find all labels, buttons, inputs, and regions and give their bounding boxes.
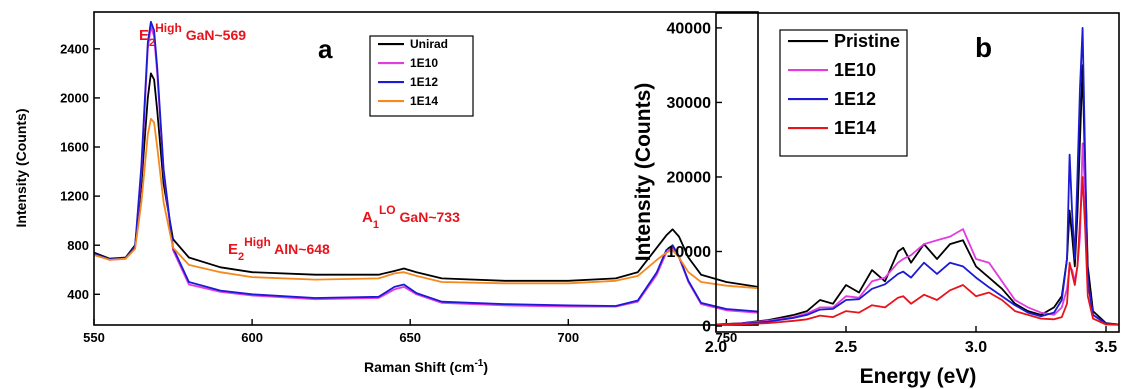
series-line-unirad bbox=[93, 72, 759, 288]
x-tick-label: 3.5 bbox=[1095, 339, 1117, 356]
annotation-rest: GaN~733 bbox=[396, 209, 460, 225]
y-tick-label: 0 bbox=[702, 319, 711, 336]
raman-x-ticks: 550 600 650 700 750 bbox=[83, 319, 737, 345]
series-line-1e12 bbox=[715, 27, 1120, 326]
annotation-rest: GaN~569 bbox=[182, 27, 246, 43]
pl-y-ticks: 0 10000 20000 30000 40000 bbox=[667, 21, 722, 336]
legend-label: 1E12 bbox=[410, 75, 438, 89]
pl-x-ticks: 2.0 2.5 3.0 3.5 bbox=[705, 326, 1117, 356]
legend-label: 1E14 bbox=[410, 94, 438, 108]
x-tick-label: 3.0 bbox=[965, 339, 987, 356]
raman-x-axis-title-main: Raman Shift (cm bbox=[364, 359, 474, 375]
y-tick-label: 400 bbox=[67, 287, 89, 302]
annotation-gan-569: E2High GaN~569 bbox=[139, 21, 246, 49]
x-tick-label: 600 bbox=[241, 330, 263, 345]
raman-y-ticks: 400 800 1200 1600 2000 2400 bbox=[60, 41, 100, 302]
raman-x-axis-title: Raman Shift (cm-1) bbox=[364, 358, 488, 375]
y-tick-label: 2000 bbox=[60, 90, 89, 105]
pl-legend-box bbox=[779, 29, 908, 157]
y-tick-label: 30000 bbox=[667, 95, 712, 112]
y-tick-label: 20000 bbox=[667, 170, 712, 187]
legend-label: 1E14 bbox=[834, 118, 876, 138]
series-line-1e14 bbox=[93, 117, 759, 290]
annotation-aln-648: E2High AlN~648 bbox=[228, 235, 330, 263]
legend-label: Pristine bbox=[834, 31, 900, 51]
annotation-sub: 2 bbox=[149, 37, 155, 49]
raman-panel-label: a bbox=[318, 34, 333, 64]
legend-label: 1E12 bbox=[834, 89, 876, 109]
pl-legend: Pristine 1E10 1E12 1E14 bbox=[779, 29, 908, 157]
annotation-rest: AlN~648 bbox=[271, 241, 330, 257]
pl-panel: 2.0 2.5 3.0 3.5 0 10000 20000 30000 40000 b Pri… bbox=[632, 12, 1120, 388]
raman-y-axis-title: Intensity (Counts) bbox=[13, 109, 29, 228]
annotation-gan-733: A1LO GaN~733 bbox=[362, 203, 460, 231]
series-line-1e10 bbox=[715, 142, 1120, 326]
pl-series-group bbox=[715, 27, 1120, 326]
raman-series-group bbox=[93, 20, 759, 314]
x-tick-label: 2.5 bbox=[835, 339, 857, 356]
pl-panel-label: b bbox=[975, 32, 992, 63]
x-tick-label: 2.0 bbox=[705, 339, 727, 356]
annotation-sup: LO bbox=[379, 203, 396, 217]
raman-legend: Unirad 1E10 1E12 1E14 bbox=[369, 35, 474, 117]
pl-plot-frame bbox=[715, 12, 1120, 333]
legend-label: Unirad bbox=[410, 37, 448, 51]
y-tick-label: 10000 bbox=[667, 244, 712, 261]
annotation-base: E bbox=[228, 241, 238, 258]
x-tick-label: 550 bbox=[83, 330, 105, 345]
y-tick-label: 2400 bbox=[60, 41, 89, 56]
annotation-base: E bbox=[139, 27, 149, 44]
raman-x-axis-title-end: ) bbox=[483, 359, 488, 375]
raman-legend-items: Unirad 1E10 1E12 1E14 bbox=[378, 37, 448, 108]
y-tick-label: 40000 bbox=[667, 21, 712, 38]
legend-label: 1E10 bbox=[834, 60, 876, 80]
annotation-base: A bbox=[362, 209, 373, 226]
series-line-pristine bbox=[715, 64, 1120, 326]
annotation-sup: High bbox=[155, 21, 182, 35]
legend-label: 1E10 bbox=[410, 56, 438, 70]
y-tick-label: 800 bbox=[67, 238, 89, 253]
y-tick-label: 1600 bbox=[60, 140, 89, 155]
series-line-1e12 bbox=[93, 20, 759, 313]
x-tick-label: 750 bbox=[716, 330, 738, 345]
raman-x-axis-title-sup: -1 bbox=[474, 358, 483, 369]
pl-legend-items: Pristine 1E10 1E12 1E14 bbox=[788, 31, 900, 138]
annotation-sup: High bbox=[244, 235, 271, 249]
pl-y-axis-title: Intensity (Counts) bbox=[632, 83, 655, 262]
x-tick-label: 700 bbox=[557, 330, 579, 345]
annotation-sub: 2 bbox=[238, 251, 244, 263]
pl-x-axis-title: Energy (eV) bbox=[860, 365, 977, 388]
series-line-1e14 bbox=[715, 176, 1120, 326]
raman-panel: 550 600 650 700 750 400 800 1200 1600 2000 2400 a… bbox=[13, 11, 759, 375]
raman-legend-box bbox=[369, 35, 474, 117]
annotation-sub: 1 bbox=[373, 219, 379, 231]
y-tick-label: 1200 bbox=[60, 189, 89, 204]
x-tick-label: 650 bbox=[399, 330, 421, 345]
raman-plot-frame bbox=[93, 11, 759, 326]
